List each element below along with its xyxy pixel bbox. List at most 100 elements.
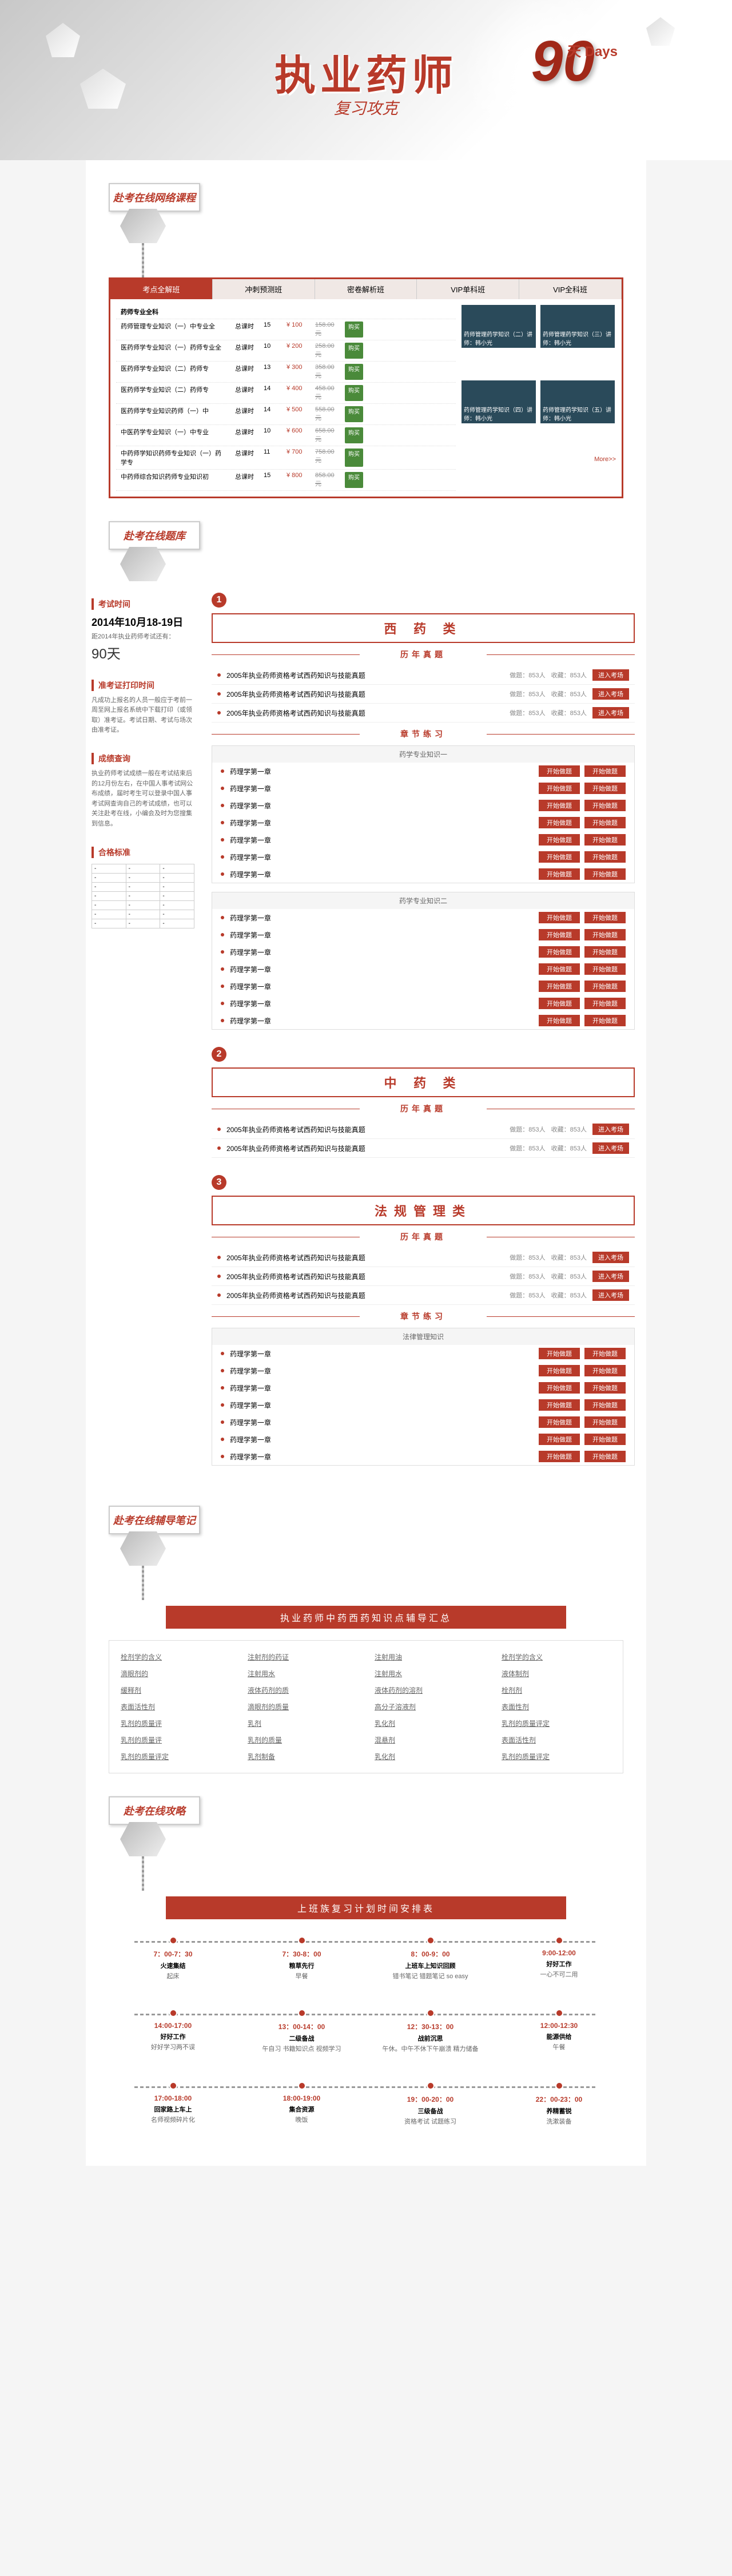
start-practice-button[interactable]: 开始做题: [539, 1399, 580, 1411]
video-thumb[interactable]: 药师管理药学知识（五）讲师：韩小光: [540, 380, 615, 423]
course-tab[interactable]: 冲刺预测班: [213, 279, 315, 299]
view-practice-button[interactable]: 开始做题: [584, 1451, 626, 1462]
note-link[interactable]: 缓释剂: [121, 1685, 230, 1695]
buy-button[interactable]: 购买: [345, 364, 363, 380]
note-link[interactable]: 高分子溶液剂: [375, 1702, 484, 1712]
view-practice-button[interactable]: 开始做题: [584, 868, 626, 880]
start-practice-button[interactable]: 开始做题: [539, 765, 580, 777]
enter-exam-button[interactable]: 进入考场: [592, 1271, 629, 1282]
view-practice-button[interactable]: 开始做题: [584, 1015, 626, 1026]
note-link[interactable]: 栓剂学的含义: [502, 1652, 611, 1662]
note-link[interactable]: 注射用水: [375, 1669, 484, 1678]
view-practice-button[interactable]: 开始做题: [584, 851, 626, 863]
course-tab[interactable]: VIP单科班: [417, 279, 519, 299]
start-practice-button[interactable]: 开始做题: [539, 800, 580, 811]
course-tab[interactable]: 密卷解析班: [315, 279, 417, 299]
note-link[interactable]: 乳剂的质量评: [121, 1718, 230, 1728]
view-practice-button[interactable]: 开始做题: [584, 929, 626, 940]
view-practice-button[interactable]: 开始做题: [584, 783, 626, 794]
start-practice-button[interactable]: 开始做题: [539, 929, 580, 940]
note-link[interactable]: 表面性剂: [502, 1702, 611, 1712]
view-practice-button[interactable]: 开始做题: [584, 765, 626, 777]
practice-row: 药理学第一章开始做题开始做题: [212, 797, 634, 814]
start-practice-button[interactable]: 开始做题: [539, 1365, 580, 1376]
note-link[interactable]: 乳剂的质量评定: [121, 1752, 230, 1761]
buy-button[interactable]: 购买: [345, 427, 363, 443]
note-link[interactable]: 表面活性剂: [121, 1702, 230, 1712]
course-tab[interactable]: 考点全解班: [110, 279, 213, 299]
start-practice-button[interactable]: 开始做题: [539, 1015, 580, 1026]
start-practice-button[interactable]: 开始做题: [539, 834, 580, 846]
start-practice-button[interactable]: 开始做题: [539, 946, 580, 958]
note-link[interactable]: 注射用水: [248, 1669, 357, 1678]
buy-button[interactable]: 购买: [345, 406, 363, 422]
note-link[interactable]: 滴眼剂的: [121, 1669, 230, 1678]
view-practice-button[interactable]: 开始做题: [584, 946, 626, 958]
note-link[interactable]: 液体制剂: [502, 1669, 611, 1678]
start-practice-button[interactable]: 开始做题: [539, 1382, 580, 1394]
buy-button[interactable]: 购买: [345, 321, 363, 338]
note-link[interactable]: 乳剂: [248, 1718, 357, 1728]
buy-button[interactable]: 购买: [345, 343, 363, 359]
side-pass-title: 合格标准: [92, 847, 194, 858]
enter-exam-button[interactable]: 进入考场: [592, 1252, 629, 1263]
start-practice-button[interactable]: 开始做题: [539, 998, 580, 1009]
start-practice-button[interactable]: 开始做题: [539, 1451, 580, 1462]
buy-button[interactable]: 购买: [345, 472, 363, 488]
note-link[interactable]: 乳剂的质量评定: [502, 1718, 611, 1728]
video-thumb[interactable]: 药师管理药学知识（四）讲师：韩小光: [462, 380, 536, 423]
view-practice-button[interactable]: 开始做题: [584, 998, 626, 1009]
note-link[interactable]: 注射剂的药证: [248, 1652, 357, 1662]
buy-button[interactable]: 购买: [345, 448, 363, 467]
view-practice-button[interactable]: 开始做题: [584, 1416, 626, 1428]
note-link[interactable]: 液体药剂的溶剂: [375, 1685, 484, 1695]
note-link[interactable]: 乳剂的质量评定: [502, 1752, 611, 1761]
video-thumb[interactable]: 药师管理药学知识（三）讲师：韩小光: [540, 305, 615, 348]
note-link[interactable]: 乳剂的质量: [248, 1735, 357, 1745]
start-practice-button[interactable]: 开始做题: [539, 963, 580, 975]
start-practice-button[interactable]: 开始做题: [539, 851, 580, 863]
enter-exam-button[interactable]: 进入考场: [592, 707, 629, 719]
note-link[interactable]: 栓剂剂: [502, 1685, 611, 1695]
enter-exam-button[interactable]: 进入考场: [592, 688, 629, 700]
view-practice-button[interactable]: 开始做题: [584, 1382, 626, 1394]
note-link[interactable]: 表面活性剂: [502, 1735, 611, 1745]
note-link[interactable]: 注射用油: [375, 1652, 484, 1662]
start-practice-button[interactable]: 开始做题: [539, 783, 580, 794]
start-practice-button[interactable]: 开始做题: [539, 1434, 580, 1445]
view-practice-button[interactable]: 开始做题: [584, 963, 626, 975]
start-practice-button[interactable]: 开始做题: [539, 981, 580, 992]
note-link[interactable]: 液体药剂的质: [248, 1685, 357, 1695]
buy-button[interactable]: 购买: [345, 385, 363, 401]
start-practice-button[interactable]: 开始做题: [539, 817, 580, 828]
enter-exam-button[interactable]: 进入考场: [592, 1124, 629, 1135]
enter-exam-button[interactable]: 进入考场: [592, 1142, 629, 1154]
note-link[interactable]: 乳化剂: [375, 1718, 484, 1728]
note-link[interactable]: 乳化剂: [375, 1752, 484, 1761]
note-link[interactable]: 乳剂制备: [248, 1752, 357, 1761]
view-practice-button[interactable]: 开始做题: [584, 1348, 626, 1359]
view-practice-button[interactable]: 开始做题: [584, 1399, 626, 1411]
more-link[interactable]: More>>: [462, 456, 616, 491]
enter-exam-button[interactable]: 进入考场: [592, 669, 629, 681]
start-practice-button[interactable]: 开始做题: [539, 912, 580, 923]
enter-exam-button[interactable]: 进入考场: [592, 1289, 629, 1301]
note-link[interactable]: 栓剂学的含义: [121, 1652, 230, 1662]
video-thumb[interactable]: 药师管理药学知识（二）讲师：韩小光: [462, 305, 536, 348]
view-practice-button[interactable]: 开始做题: [584, 817, 626, 828]
start-practice-button[interactable]: 开始做题: [539, 1416, 580, 1428]
start-practice-button[interactable]: 开始做题: [539, 868, 580, 880]
course-row: 医药师学专业知识（一）药师专业全总课时10¥ 200258.00元购买: [116, 340, 456, 362]
start-practice-button[interactable]: 开始做题: [539, 1348, 580, 1359]
view-practice-button[interactable]: 开始做题: [584, 981, 626, 992]
view-practice-button[interactable]: 开始做题: [584, 800, 626, 811]
note-link[interactable]: 混悬剂: [375, 1735, 484, 1745]
hero-days: 天 Days: [567, 40, 618, 60]
view-practice-button[interactable]: 开始做题: [584, 912, 626, 923]
view-practice-button[interactable]: 开始做题: [584, 834, 626, 846]
course-tab[interactable]: VIP全科班: [519, 279, 622, 299]
view-practice-button[interactable]: 开始做题: [584, 1365, 626, 1376]
note-link[interactable]: 滴眼剂的质量: [248, 1702, 357, 1712]
view-practice-button[interactable]: 开始做题: [584, 1434, 626, 1445]
note-link[interactable]: 乳剂的质量评: [121, 1735, 230, 1745]
